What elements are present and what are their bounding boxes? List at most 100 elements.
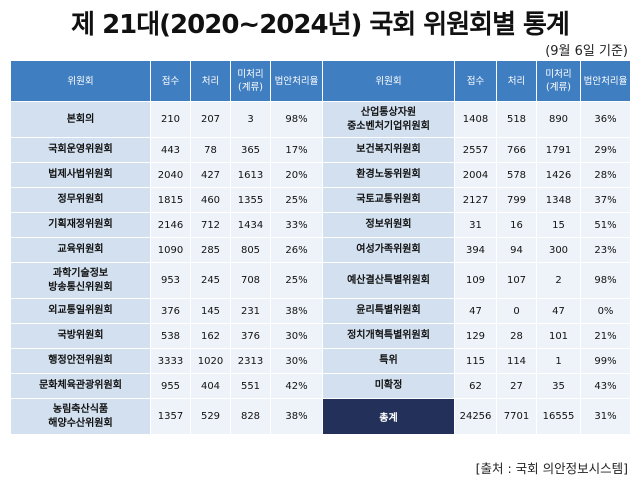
right-received-cell: 2557	[454, 137, 497, 163]
table-row: 국회운영위원회 443 78 365 17% 보건복지위원회 2557 766 1791 29%	[10, 137, 631, 163]
left-pending-cell: 376	[230, 323, 271, 349]
left-committee-name: 기획재정위원회	[10, 212, 151, 238]
left-pending-cell: 551	[230, 373, 271, 399]
header-committee: 위원회	[322, 60, 455, 102]
left-received-cell: 538	[150, 323, 191, 349]
header-committee: 위원회	[10, 60, 151, 102]
left-processed-cell: 285	[190, 237, 231, 263]
right-rate-cell: 37%	[580, 187, 631, 213]
header-rate: 법안처리율	[580, 60, 631, 102]
table-row: 농림축산식품 해양수산위원회 1357 529 828 38% 총계 24256 7701 165…	[10, 398, 631, 435]
table-row: 과학기술정보 방송통신위원회 953 245 708 25% 예산결산특별위원회 109 107…	[10, 262, 631, 299]
right-pending-cell: 101	[536, 323, 581, 349]
right-processed-cell: 94	[496, 237, 537, 263]
left-received-cell: 2146	[150, 212, 191, 238]
left-rate-cell: 25%	[270, 187, 323, 213]
right-rate-cell: 23%	[580, 237, 631, 263]
left-received-cell: 1815	[150, 187, 191, 213]
right-committee-name: 보건복지위원회	[322, 137, 455, 163]
header-row: 위원회 접수 처리 미처리 (계류) 법안처리율 위원회 접수 처리 미처리 (계류…	[10, 60, 631, 102]
right-processed-cell: 799	[496, 187, 537, 213]
reference-date: (9월 6일 기준)	[545, 44, 628, 59]
right-pending-cell: 1791	[536, 137, 581, 163]
right-received-cell: 129	[454, 323, 497, 349]
left-rate-cell: 38%	[270, 398, 323, 435]
left-received-cell: 3333	[150, 348, 191, 374]
right-rate-cell: 98%	[580, 262, 631, 299]
left-processed-cell: 1020	[190, 348, 231, 374]
left-processed-cell: 529	[190, 398, 231, 435]
right-rate-cell: 99%	[580, 348, 631, 374]
right-committee-name: 국토교통위원회	[322, 187, 455, 213]
right-committee-name: 윤리특별위원회	[322, 298, 455, 324]
left-processed-cell: 78	[190, 137, 231, 163]
left-rate-cell: 42%	[270, 373, 323, 399]
header-pending: 미처리 (계류)	[230, 60, 271, 102]
right-processed-cell: 114	[496, 348, 537, 374]
header-received: 접수	[150, 60, 191, 102]
left-rate-cell: 17%	[270, 137, 323, 163]
left-received-cell: 1357	[150, 398, 191, 435]
right-committee-name: 환경노동위원회	[322, 162, 455, 188]
right-received-cell: 1408	[454, 101, 497, 138]
right-received-cell: 2004	[454, 162, 497, 188]
right-received-cell: 47	[454, 298, 497, 324]
left-pending-cell: 3	[230, 101, 271, 138]
right-pending-cell: 15	[536, 212, 581, 238]
table-body: 본회의 210 207 3 98% 산업통상자원 중소벤처기업위원회 1408 518 890 36…	[10, 101, 631, 435]
left-pending-cell: 708	[230, 262, 271, 299]
table-row: 행정안전위원회 3333 1020 2313 30% 특위 115 114 1 99%	[10, 348, 631, 374]
right-committee-name: 미확정	[322, 373, 455, 399]
left-committee-name: 외교통일위원회	[10, 298, 151, 324]
right-rate-cell: 28%	[580, 162, 631, 188]
table-row: 기획재정위원회 2146 712 1434 33% 정보위원회 31 16 15 51%	[10, 212, 631, 238]
header-processed: 처리	[496, 60, 537, 102]
left-committee-name: 법제사법위원회	[10, 162, 151, 188]
left-rate-cell: 30%	[270, 348, 323, 374]
left-committee-name: 문화체육관광위원회	[10, 373, 151, 399]
table-row: 문화체육관광위원회 955 404 551 42% 미확정 62 27 35 43%	[10, 373, 631, 399]
right-rate-cell: 21%	[580, 323, 631, 349]
left-rate-cell: 30%	[270, 323, 323, 349]
header-pending-line1: 미처리	[237, 69, 264, 80]
right-processed-cell: 7701	[496, 398, 537, 435]
left-pending-cell: 1434	[230, 212, 271, 238]
left-pending-cell: 828	[230, 398, 271, 435]
right-received-cell: 109	[454, 262, 497, 299]
table-row: 정무위원회 1815 460 1355 25% 국토교통위원회 2127 799 1348 37%	[10, 187, 631, 213]
right-processed-cell: 16	[496, 212, 537, 238]
left-pending-cell: 2313	[230, 348, 271, 374]
right-received-cell: 394	[454, 237, 497, 263]
left-received-cell: 443	[150, 137, 191, 163]
left-rate-cell: 25%	[270, 262, 323, 299]
left-processed-cell: 162	[190, 323, 231, 349]
left-committee-name: 과학기술정보 방송통신위원회	[10, 262, 151, 299]
right-pending-cell: 300	[536, 237, 581, 263]
left-pending-cell: 1613	[230, 162, 271, 188]
header-pending: 미처리 (계류)	[536, 60, 581, 102]
right-committee-name: 산업통상자원 중소벤처기업위원회	[322, 101, 455, 138]
left-processed-cell: 245	[190, 262, 231, 299]
left-rate-cell: 26%	[270, 237, 323, 263]
left-committee-name: 국방위원회	[10, 323, 151, 349]
left-committee-name: 국회운영위원회	[10, 137, 151, 163]
left-committee-name: 교육위원회	[10, 237, 151, 263]
header-received: 접수	[454, 60, 497, 102]
right-processed-cell: 107	[496, 262, 537, 299]
table-row: 본회의 210 207 3 98% 산업통상자원 중소벤처기업위원회 1408 518 890 36…	[10, 101, 631, 138]
table-row: 교육위원회 1090 285 805 26% 여성가족위원회 394 94 300 23%	[10, 237, 631, 263]
right-processed-cell: 766	[496, 137, 537, 163]
header-rate: 법안처리율	[270, 60, 323, 102]
right-pending-cell: 890	[536, 101, 581, 138]
right-committee-name: 특위	[322, 348, 455, 374]
right-rate-cell: 43%	[580, 373, 631, 399]
right-committee-name: 예산결산특별위원회	[322, 262, 455, 299]
left-received-cell: 376	[150, 298, 191, 324]
left-received-cell: 210	[150, 101, 191, 138]
source-note: [출처 : 국회 의안정보시스템]	[475, 461, 628, 476]
header-processed: 처리	[190, 60, 231, 102]
left-received-cell: 2040	[150, 162, 191, 188]
right-pending-cell: 47	[536, 298, 581, 324]
right-pending-cell: 1426	[536, 162, 581, 188]
right-committee-name: 여성가족위원회	[322, 237, 455, 263]
